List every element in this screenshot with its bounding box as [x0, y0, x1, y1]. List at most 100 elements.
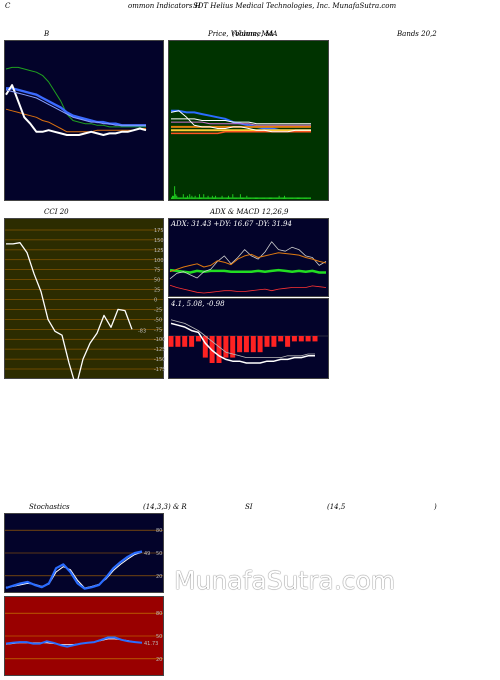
volume-bar — [286, 197, 288, 199]
volume-bar — [179, 197, 181, 199]
volume-bar — [248, 197, 250, 199]
volume-bar — [220, 197, 222, 199]
volume-bar — [208, 197, 210, 199]
volume-bar — [230, 197, 232, 199]
bb-series-3 — [5, 108, 146, 133]
title-rsi-close: ) — [434, 503, 437, 511]
volume-bar — [249, 197, 251, 199]
cci-tick-label: 150 — [154, 238, 164, 244]
volume-bar — [309, 197, 311, 199]
macd-chart — [168, 298, 329, 379]
volume-bar — [272, 197, 274, 199]
volume-bar — [285, 197, 287, 199]
macd-line — [170, 322, 315, 364]
volume-bar — [291, 197, 293, 199]
macd-histogram-bar — [237, 336, 243, 353]
volume-bar — [185, 197, 186, 199]
stoch-tick-label: 80 — [156, 528, 162, 534]
cci-tick-label: -100 — [154, 337, 165, 343]
title-stochastics: Stochastics — [29, 503, 70, 511]
volume-bar — [298, 197, 299, 199]
volume-bar — [210, 197, 212, 199]
volume-bar — [172, 195, 173, 199]
bollinger-chart — [4, 40, 164, 201]
volume-bar — [245, 197, 247, 199]
cci-chart: 175 150 125 100 75 50 25 0 -25 -50 -75 -100 -125 -150… — [4, 218, 165, 388]
pv-series-2 — [171, 118, 311, 125]
volume-bar — [194, 195, 196, 199]
volume-bar — [235, 197, 237, 199]
cci-line — [6, 242, 133, 388]
adx-panel: ADX: 31.43 +DY: 16.67 -DY: 31.94 — [168, 218, 329, 297]
volume-bar — [192, 197, 194, 199]
macd-signal-line — [170, 319, 315, 358]
volume-bar — [281, 197, 283, 199]
volume-bar — [211, 195, 213, 199]
volume-bar — [199, 194, 200, 199]
volume-bar — [274, 197, 276, 199]
volume-bar — [273, 197, 275, 199]
cci-tick-label: -50 — [154, 317, 162, 323]
cci-tick-label: -150 — [154, 357, 165, 363]
volume-bar — [232, 194, 234, 199]
adx-chart — [168, 218, 329, 297]
macd-histogram-bar — [285, 336, 291, 347]
volume-bar — [257, 197, 259, 199]
volume-bar — [239, 194, 241, 199]
cci-tick-label: 75 — [154, 268, 160, 274]
header-title-1: ommon Indicators H — [128, 2, 201, 10]
volume-bar — [288, 197, 290, 199]
volume-bar — [275, 197, 277, 199]
volume-bar — [279, 197, 281, 199]
volume-bar — [265, 197, 267, 199]
volume-bar — [294, 197, 296, 199]
volume-bar — [263, 197, 265, 199]
macd-histogram-bar — [189, 336, 195, 347]
bb-series-1 — [5, 66, 146, 128]
volume-bar — [178, 197, 180, 199]
volume-bar — [299, 197, 301, 199]
volume-bar — [222, 197, 224, 199]
title-stoch-params: (14,3,3) & R — [143, 503, 187, 511]
rsi-tick-label: 20 — [156, 657, 162, 663]
cci-tick-label: -25 — [154, 307, 162, 313]
volume-bar — [278, 195, 280, 199]
cci-tick-label: 175 — [154, 228, 164, 234]
volume-bar — [284, 195, 285, 199]
volume-bar — [177, 197, 179, 199]
volume-bar — [173, 195, 175, 199]
volume-bar — [305, 197, 307, 199]
macd-histogram-bar — [175, 336, 181, 347]
macd-histogram-bar — [250, 336, 256, 353]
volume-bar — [181, 197, 183, 199]
volume-bar — [189, 194, 191, 199]
rsi-last-value: 41.73 — [144, 641, 158, 647]
title-price: Price, Volume, MA — [208, 30, 274, 38]
bb-series-4 — [5, 84, 147, 136]
volume-bar — [191, 195, 193, 199]
volume-bar — [196, 197, 198, 199]
volume-bar — [200, 197, 201, 199]
macd-panel: 4.1, 5.08, -0.98 — [168, 298, 329, 379]
volume-bar — [214, 197, 215, 199]
macd-histogram-bar — [298, 336, 304, 342]
volume-bar — [252, 197, 254, 199]
volume-bar — [255, 197, 256, 199]
volume-bar — [289, 197, 291, 199]
volume-bar — [233, 197, 235, 199]
pv-background — [168, 40, 329, 201]
volume-bar — [293, 197, 295, 199]
volume-bar — [287, 197, 289, 199]
cci-tick-label: 50 — [154, 278, 160, 284]
volume-bar — [267, 197, 269, 199]
volume-bar — [223, 197, 225, 199]
rsi-tick-label: 50 — [156, 634, 162, 640]
pv-series-3 — [171, 121, 311, 126]
title-rsi-params: (14,5 — [327, 503, 346, 511]
stochastics-panel: 80 50 20 49 — [4, 513, 164, 593]
cci-last-value: -83 — [138, 328, 146, 334]
cci-tick-label: 0 — [154, 298, 157, 304]
volume-bar — [306, 197, 308, 199]
volume-bar — [300, 197, 302, 199]
volume-bar — [216, 197, 218, 199]
